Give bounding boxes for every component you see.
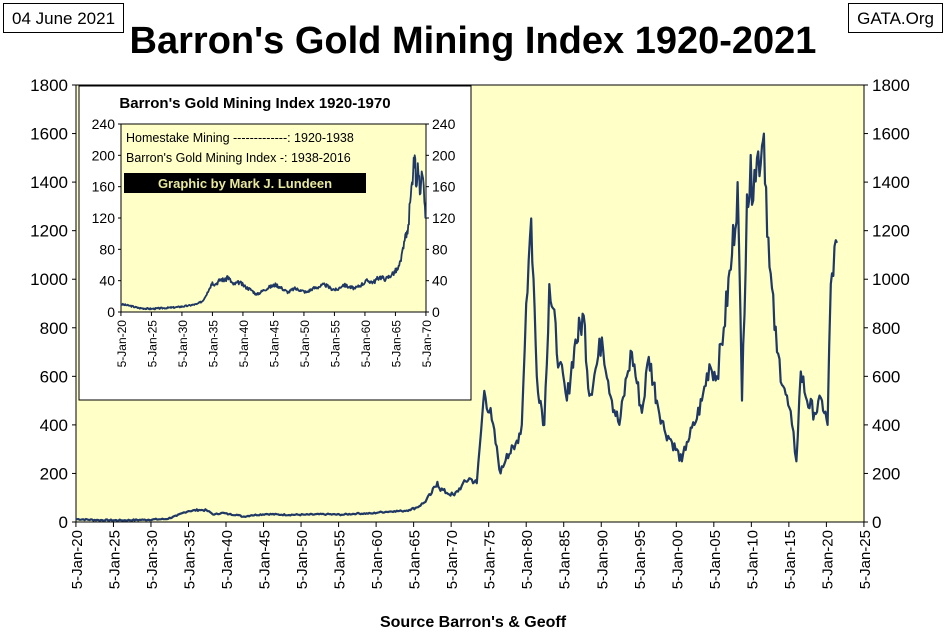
inset-banner-bg	[124, 173, 366, 193]
inset-x-tick-label: 5-Jan-70	[420, 320, 434, 368]
source-site-label: GATA.Org	[848, 3, 943, 33]
y-tick-label-right: 1400	[872, 173, 910, 192]
inset-x-tick-label: 5-Jan-30	[176, 320, 190, 368]
inset-y-tick-label-right: 80	[432, 241, 448, 257]
inset-legend-homestake: Homestake Mining -------------: 1920-193…	[126, 131, 354, 145]
x-tick-label: 5-Jan-30	[144, 530, 161, 589]
y-tick-label-right: 600	[872, 367, 900, 386]
x-tick-label: 5-Jan-25	[106, 530, 123, 589]
date-label: 04 June 2021	[3, 3, 125, 33]
x-tick-label: 5-Jan-75	[482, 530, 499, 589]
series-line-inset	[120, 154, 427, 311]
x-tick-label: 5-Jan-45	[257, 530, 274, 589]
y-tick-label-left: 800	[40, 319, 68, 338]
inset-banner-text: Graphic by Mark J. Lundeen	[158, 176, 332, 191]
y-tick-label-right: 400	[872, 416, 900, 435]
inset-y-tick-label-left: 120	[92, 210, 116, 226]
inset-x-tick-label: 5-Jan-55	[328, 320, 342, 368]
inset-y-tick-label-left: 200	[92, 147, 116, 163]
x-tick-label: 5-Jan-20	[69, 530, 86, 589]
x-tick-label: 5-Jan-85	[557, 530, 574, 589]
inset-x-tick-label: 5-Jan-45	[267, 320, 281, 368]
inset-y-tick-label-left: 240	[92, 116, 116, 132]
inset-x-tick-label: 5-Jan-60	[359, 320, 373, 368]
inset-y-tick-label-right: 200	[432, 147, 456, 163]
y-tick-label-right: 800	[872, 319, 900, 338]
y-tick-label-left: 400	[40, 416, 68, 435]
inset-y-tick-label-left: 160	[92, 179, 116, 195]
x-tick-label: 5-Jan-95	[632, 530, 649, 589]
inset-x-tick-label: 5-Jan-25	[145, 320, 159, 368]
inset-y-tick-label-right: 40	[432, 273, 448, 289]
chart-title: Barron's Gold Mining Index 1920-2021	[129, 20, 817, 62]
x-tick-label: 5-Jan-00	[669, 530, 686, 589]
y-tick-label-right: 0	[872, 513, 881, 532]
inset-y-tick-label-left: 40	[99, 273, 115, 289]
inset-y-tick-label-right: 0	[432, 304, 440, 320]
y-tick-label-left: 1800	[30, 76, 68, 95]
x-tick-label: 5-Jan-80	[519, 530, 536, 589]
x-tick-label: 5-Jan-35	[181, 530, 198, 589]
inset-y-tick-label-left: 80	[99, 241, 115, 257]
x-tick-label: 5-Jan-40	[219, 530, 236, 589]
x-tick-label: 5-Jan-20	[819, 530, 836, 589]
x-tick-label: 5-Jan-05	[707, 530, 724, 589]
y-tick-label-left: 1600	[30, 125, 68, 144]
y-tick-label-left: 0	[59, 513, 68, 532]
y-tick-label-left: 600	[40, 367, 68, 386]
x-tick-label: 5-Jan-55	[332, 530, 349, 589]
x-tick-label: 5-Jan-70	[444, 530, 461, 589]
series-line-main	[75, 132, 838, 522]
inset-x-tick-label: 5-Jan-35	[206, 320, 220, 368]
inset-x-tick-label: 5-Jan-40	[237, 320, 251, 368]
inset-legend-barrons: Barron's Gold Mining Index -: 1938-2016	[126, 151, 351, 165]
x-tick-label: 5-Jan-90	[594, 530, 611, 589]
inset-y-tick-label-right: 160	[432, 179, 456, 195]
x-tick-label: 5-Jan-50	[294, 530, 311, 589]
x-tick-label: 5-Jan-65	[407, 530, 424, 589]
y-tick-label-right: 200	[872, 464, 900, 483]
inset-y-tick-label-left: 0	[107, 304, 115, 320]
y-tick-label-left: 200	[40, 464, 68, 483]
inset-x-tick-label: 5-Jan-20	[115, 320, 129, 368]
inset-y-tick-label-right: 240	[432, 116, 456, 132]
inset-y-tick-label-right: 120	[432, 210, 456, 226]
y-tick-label-right: 1800	[872, 76, 910, 95]
y-tick-label-left: 1200	[30, 222, 68, 241]
y-tick-label-right: 1000	[872, 270, 910, 289]
y-tick-label-left: 1000	[30, 270, 68, 289]
y-tick-label-right: 1200	[872, 222, 910, 241]
x-tick-label: 5-Jan-10	[744, 530, 761, 589]
x-axis-title: Source Barron's & Geoff	[379, 614, 567, 631]
x-tick-label: 5-Jan-60	[369, 530, 386, 589]
inset-title: Barron's Gold Mining Index 1920-1970	[119, 95, 390, 112]
y-tick-label-left: 1400	[30, 173, 68, 192]
y-tick-label-right: 1600	[872, 125, 910, 144]
inset-x-tick-label: 5-Jan-50	[298, 320, 312, 368]
x-tick-label: 5-Jan-25	[857, 530, 874, 589]
x-tick-label: 5-Jan-15	[782, 530, 799, 589]
inset-x-tick-label: 5-Jan-65	[389, 320, 403, 368]
